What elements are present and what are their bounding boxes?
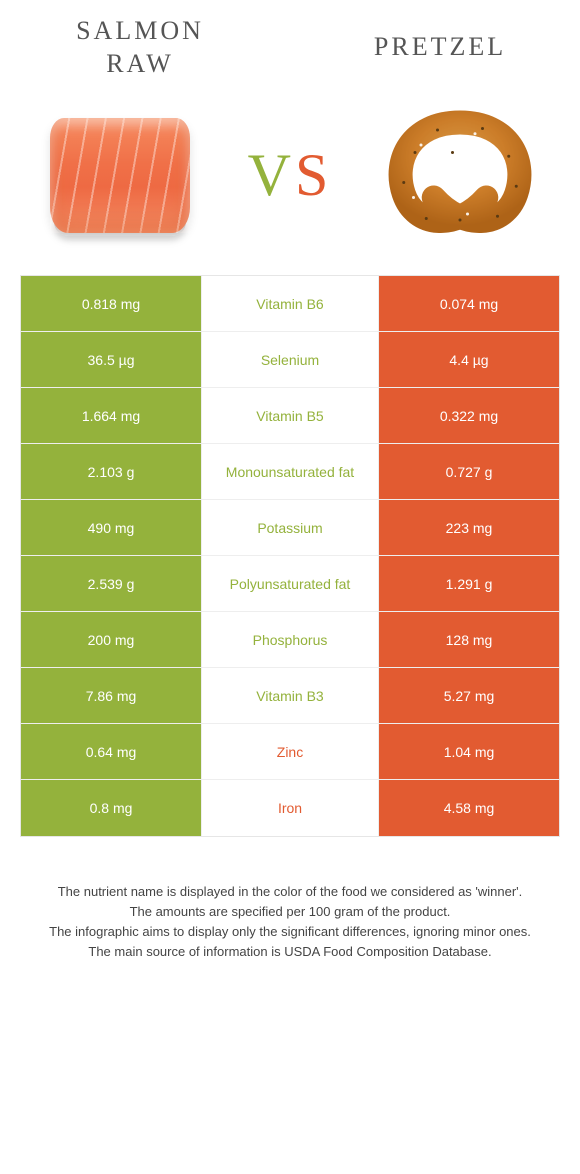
- nutrient-name: Phosphorus: [201, 612, 379, 667]
- table-row: 7.86 mgVitamin B35.27 mg: [21, 668, 559, 724]
- table-row: 0.64 mgZinc1.04 mg: [21, 724, 559, 780]
- nutrient-name: Selenium: [201, 332, 379, 387]
- right-value: 4.4 µg: [379, 332, 559, 387]
- salmon-image: [45, 100, 195, 250]
- table-row: 0.818 mgVitamin B60.074 mg: [21, 276, 559, 332]
- right-value: 5.27 mg: [379, 668, 559, 723]
- left-value: 200 mg: [21, 612, 201, 667]
- left-value: 1.664 mg: [21, 388, 201, 443]
- pretzel-image: [385, 100, 535, 250]
- nutrient-name: Potassium: [201, 500, 379, 555]
- left-value: 0.8 mg: [21, 780, 201, 836]
- nutrient-name: Vitamin B6: [201, 276, 379, 331]
- right-value: 1.291 g: [379, 556, 559, 611]
- right-value: 1.04 mg: [379, 724, 559, 779]
- nutrient-name: Polyunsaturated fat: [201, 556, 379, 611]
- nutrient-name: Vitamin B5: [201, 388, 379, 443]
- nutrient-table: 0.818 mgVitamin B60.074 mg36.5 µgSeleniu…: [20, 275, 560, 837]
- footer-notes: The nutrient name is displayed in the co…: [30, 882, 550, 963]
- table-row: 36.5 µgSelenium4.4 µg: [21, 332, 559, 388]
- vs-label: VS: [248, 141, 333, 210]
- left-value: 0.64 mg: [21, 724, 201, 779]
- left-value: 7.86 mg: [21, 668, 201, 723]
- footer-line: The infographic aims to display only the…: [30, 922, 550, 942]
- header: Salmon raw Pretzel: [0, 0, 580, 80]
- right-value: 0.322 mg: [379, 388, 559, 443]
- table-row: 2.539 gPolyunsaturated fat1.291 g: [21, 556, 559, 612]
- left-value: 2.103 g: [21, 444, 201, 499]
- table-row: 0.8 mgIron4.58 mg: [21, 780, 559, 836]
- footer-line: The nutrient name is displayed in the co…: [30, 882, 550, 902]
- right-value: 223 mg: [379, 500, 559, 555]
- right-value: 0.727 g: [379, 444, 559, 499]
- table-row: 200 mgPhosphorus128 mg: [21, 612, 559, 668]
- left-value: 2.539 g: [21, 556, 201, 611]
- left-value: 36.5 µg: [21, 332, 201, 387]
- right-value: 0.074 mg: [379, 276, 559, 331]
- table-row: 490 mgPotassium223 mg: [21, 500, 559, 556]
- table-row: 1.664 mgVitamin B50.322 mg: [21, 388, 559, 444]
- left-food-title: Salmon raw: [40, 15, 240, 80]
- right-food-title: Pretzel: [340, 31, 540, 64]
- nutrient-name: Zinc: [201, 724, 379, 779]
- footer-line: The main source of information is USDA F…: [30, 942, 550, 962]
- images-row: VS: [0, 80, 580, 275]
- left-value: 490 mg: [21, 500, 201, 555]
- nutrient-name: Monounsaturated fat: [201, 444, 379, 499]
- footer-line: The amounts are specified per 100 gram o…: [30, 902, 550, 922]
- vs-s: S: [295, 142, 332, 208]
- table-row: 2.103 gMonounsaturated fat0.727 g: [21, 444, 559, 500]
- nutrient-name: Vitamin B3: [201, 668, 379, 723]
- right-value: 128 mg: [379, 612, 559, 667]
- right-value: 4.58 mg: [379, 780, 559, 836]
- vs-v: V: [248, 142, 295, 208]
- nutrient-name: Iron: [201, 780, 379, 836]
- left-value: 0.818 mg: [21, 276, 201, 331]
